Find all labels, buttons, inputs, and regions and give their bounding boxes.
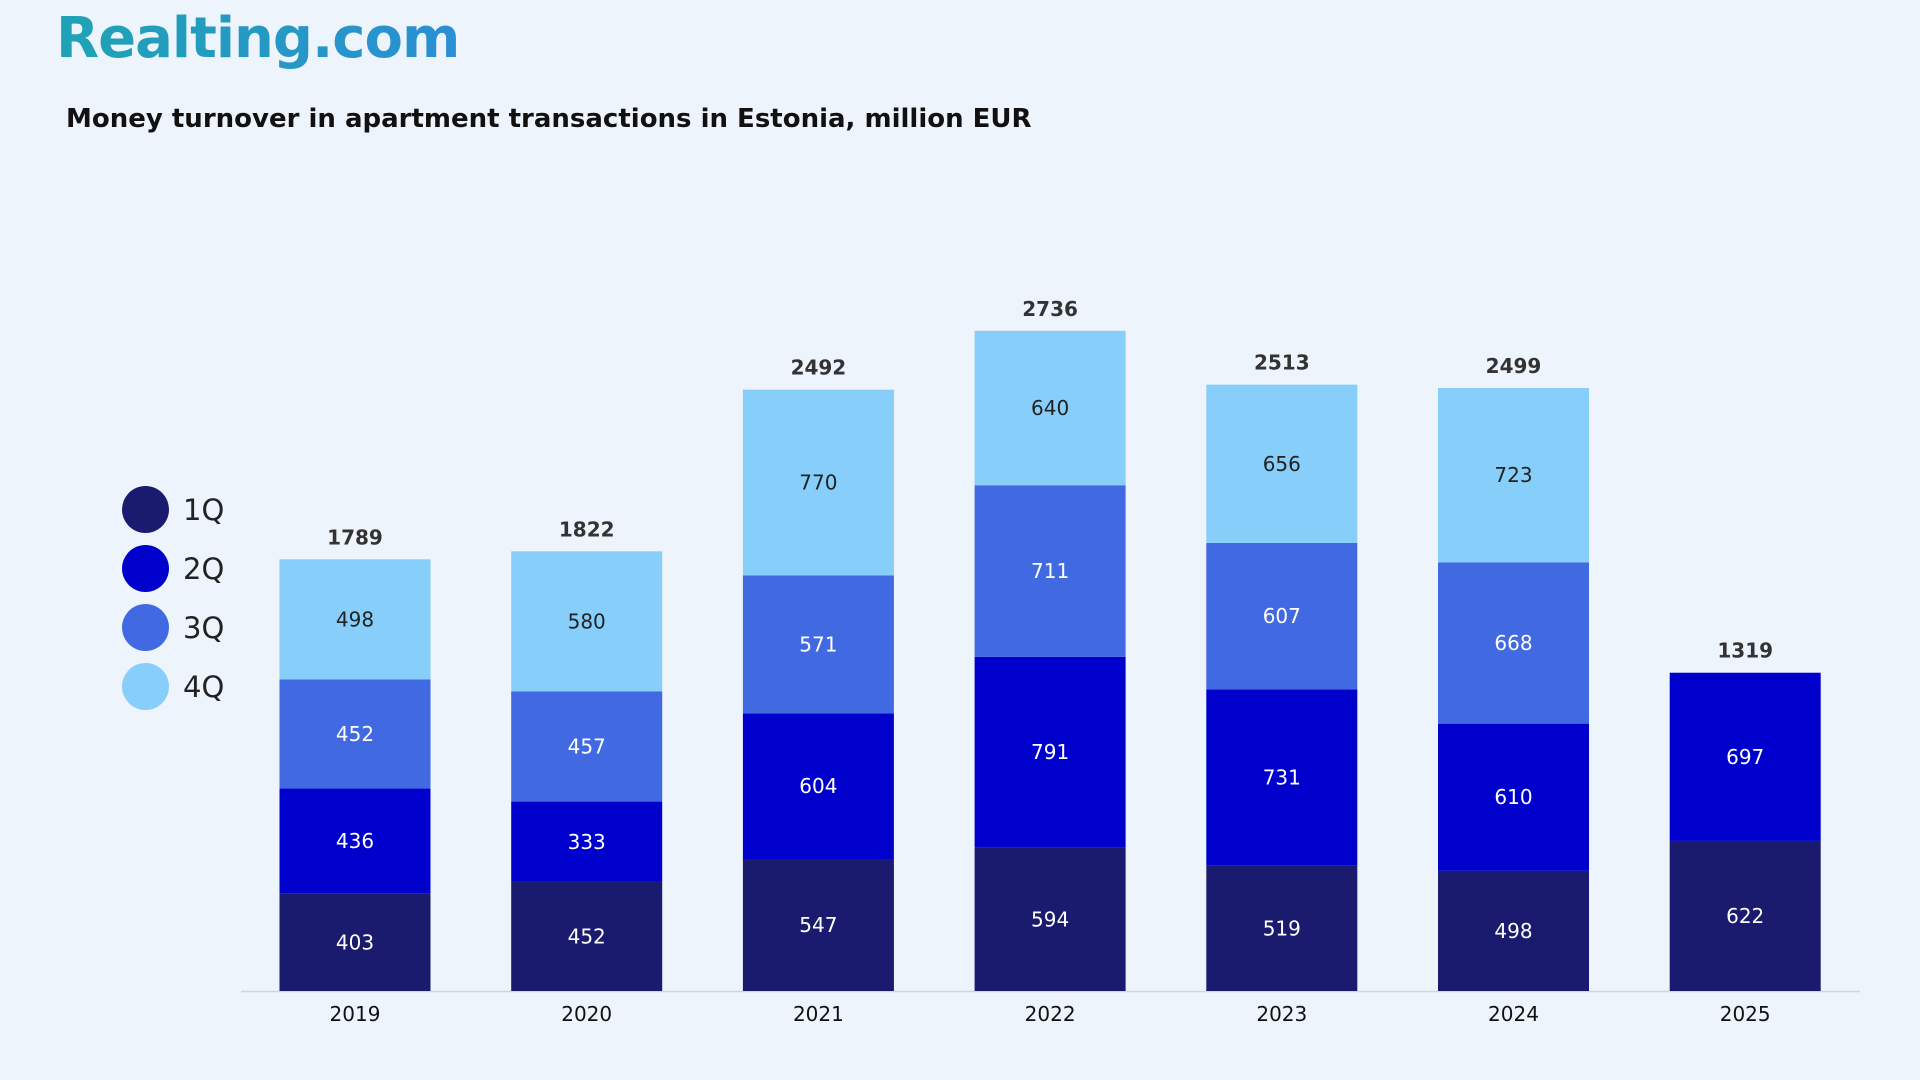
bar-2020-2q — [511, 801, 663, 882]
total-label-2024: 2499 — [1486, 354, 1542, 378]
total-label-2022: 2736 — [1022, 297, 1078, 321]
bar-2022-4q — [974, 330, 1126, 486]
bar-2023-2q — [1206, 689, 1358, 866]
bar-2022-3q — [974, 485, 1126, 657]
bar-2023-1q — [1206, 865, 1358, 991]
chart-title: Money turnover in apartment transactions… — [66, 104, 1032, 134]
legend-swatch-1q — [122, 486, 169, 533]
total-label-2023: 2513 — [1254, 351, 1310, 375]
data-label-2023-3q: 607 — [1263, 604, 1301, 628]
data-label-2024-4q: 723 — [1494, 463, 1532, 487]
data-label-2021-2q: 604 — [799, 774, 837, 798]
chart-legend: 1Q 2Q 3Q 4Q — [122, 480, 224, 716]
x-tick-label-2024: 2024 — [1488, 1002, 1539, 1026]
bar-2019-3q — [279, 679, 431, 789]
x-tick-label-2025: 2025 — [1720, 1002, 1771, 1026]
bar-2025-1q — [1669, 840, 1821, 991]
data-label-2022-1q: 594 — [1031, 907, 1069, 931]
bar-2020-1q — [511, 881, 663, 991]
data-label-2019-3q: 452 — [336, 722, 374, 746]
x-tick-label-2021: 2021 — [793, 1002, 844, 1026]
data-label-2021-4q: 770 — [799, 471, 837, 495]
data-label-2024-2q: 610 — [1494, 785, 1532, 809]
data-label-2025-1q: 622 — [1726, 904, 1764, 928]
legend-label-2q: 2Q — [183, 551, 225, 586]
bar-2021-3q — [742, 575, 894, 714]
legend-item-4q: 4Q — [122, 657, 224, 716]
legend-item-3q: 3Q — [122, 598, 224, 657]
data-label-2022-4q: 640 — [1031, 396, 1069, 420]
bar-2025-2q — [1669, 672, 1821, 841]
bar-2021-1q — [742, 859, 894, 991]
bar-2020-4q — [511, 551, 663, 692]
bar-2021-4q — [742, 389, 894, 576]
data-label-2021-3q: 571 — [799, 632, 837, 656]
legend-swatch-3q — [122, 604, 169, 651]
bar-2020-3q — [511, 691, 663, 802]
data-label-2024-1q: 498 — [1494, 919, 1532, 943]
legend-swatch-2q — [122, 545, 169, 592]
bar-2024-3q — [1438, 562, 1589, 724]
bar-2024-1q — [1438, 870, 1589, 991]
bar-2022-2q — [974, 656, 1126, 848]
data-label-2024-3q: 668 — [1494, 631, 1532, 655]
x-tick-label-2023: 2023 — [1256, 1002, 1307, 1026]
legend-swatch-4q — [122, 663, 169, 710]
data-label-2019-4q: 498 — [336, 607, 374, 631]
data-label-2023-2q: 731 — [1263, 766, 1301, 790]
data-label-2019-1q: 403 — [336, 930, 374, 954]
bar-2021-2q — [742, 713, 894, 860]
bar-2023-4q — [1206, 384, 1358, 543]
x-tick-label-2020: 2020 — [561, 1002, 612, 1026]
data-label-2025-2q: 697 — [1726, 745, 1764, 769]
x-tick-label-2022: 2022 — [1025, 1002, 1076, 1026]
data-label-2020-3q: 457 — [568, 734, 606, 758]
bar-2019-2q — [279, 788, 431, 894]
bar-2023-3q — [1206, 542, 1358, 690]
bar-2019-1q — [279, 893, 431, 991]
data-label-2020-1q: 452 — [568, 924, 606, 948]
total-label-2019: 1789 — [327, 525, 383, 549]
total-label-2021: 2492 — [791, 356, 847, 380]
data-label-2020-2q: 333 — [568, 830, 606, 854]
data-label-2022-2q: 791 — [1031, 740, 1069, 764]
total-label-2025: 1319 — [1717, 639, 1773, 663]
bar-2024-4q — [1438, 387, 1589, 563]
bar-2019-4q — [279, 559, 431, 680]
data-label-2021-1q: 547 — [799, 913, 837, 937]
bar-2024-2q — [1438, 723, 1589, 871]
legend-label-3q: 3Q — [183, 610, 225, 645]
legend-label-1q: 1Q — [183, 492, 225, 527]
legend-item-2q: 2Q — [122, 539, 224, 598]
data-label-2023-1q: 519 — [1263, 916, 1301, 940]
realting-logo: Realting.com — [56, 6, 460, 71]
legend-label-4q: 4Q — [183, 669, 225, 704]
data-label-2022-3q: 711 — [1031, 559, 1069, 583]
data-label-2020-4q: 580 — [568, 609, 606, 633]
data-label-2023-4q: 656 — [1263, 452, 1301, 476]
x-tick-label-2019: 2019 — [330, 1002, 381, 1026]
legend-item-1q: 1Q — [122, 480, 224, 539]
data-label-2019-2q: 436 — [336, 829, 374, 853]
bar-2022-1q — [974, 847, 1126, 991]
total-label-2020: 1822 — [559, 517, 615, 541]
